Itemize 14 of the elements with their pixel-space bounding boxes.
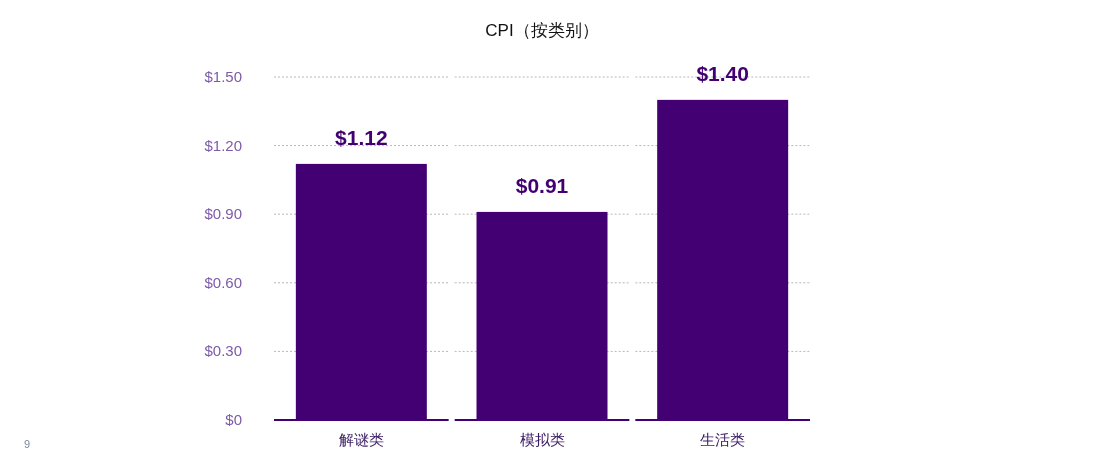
y-tick-label: $0.30 [204, 342, 242, 360]
data-label: $1.40 [696, 61, 749, 85]
y-tick-label: $1.20 [204, 136, 242, 154]
y-tick-label: $1.50 [204, 68, 242, 85]
y-tick-label: $0.60 [204, 273, 242, 291]
y-tick-label: $0.90 [204, 205, 242, 223]
x-tick-label: 生活类 [700, 431, 746, 448]
x-tick-label: 模拟类 [519, 431, 565, 448]
text: 9 [23, 438, 31, 450]
x-tick-label: 解谜类 [338, 431, 384, 448]
data-label: $0.91 [515, 173, 569, 197]
chart-title: CPI（按类别） [485, 21, 599, 40]
y-tick-label: $0 [225, 411, 242, 428]
data-label: $1.12 [335, 125, 388, 149]
